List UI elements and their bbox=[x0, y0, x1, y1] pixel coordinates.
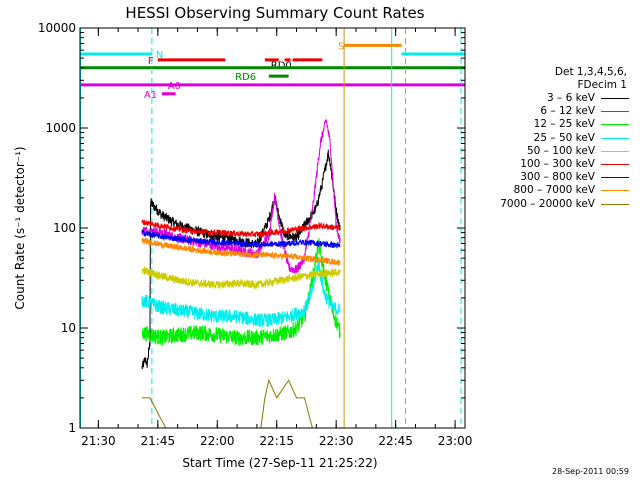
legend-label-7: 800 – 7000 keV bbox=[513, 184, 595, 197]
legend-label-0: 3 – 6 keV bbox=[547, 92, 595, 104]
legend-swatch-5 bbox=[601, 163, 629, 165]
legend-swatch-1 bbox=[601, 111, 629, 113]
legend-entry-5: 100 – 300 keV bbox=[485, 158, 633, 171]
y-tick-label-0: 1 bbox=[68, 421, 76, 435]
legend-entry-0: 3 – 6 keV bbox=[485, 92, 633, 105]
legend-swatch-6 bbox=[601, 177, 629, 179]
flag-label-2: F bbox=[148, 56, 154, 67]
legend: Det 1,3,4,5,6, FDecim 1 3 – 6 keV 6 – 12 … bbox=[485, 66, 633, 211]
axes: 21:30 21:45 22:00 22:15 22:30 22:45 23:00 1 10 10… bbox=[38, 21, 473, 448]
flag-label-3: RD0 bbox=[271, 61, 292, 72]
series-line-7 bbox=[141, 236, 341, 266]
legend-header-line-2: FDecim 1 bbox=[577, 79, 627, 91]
y-tick-label-2: 100 bbox=[53, 221, 76, 235]
series-line-8 bbox=[142, 378, 313, 429]
x-tick-label-2: 22:00 bbox=[200, 434, 235, 448]
plot-frame bbox=[79, 27, 466, 429]
x-tick-label-5: 22:45 bbox=[378, 434, 413, 448]
legend-label-6: 300 – 800 keV bbox=[520, 171, 595, 184]
y-tick-label-1: 10 bbox=[61, 321, 76, 335]
chart-title: HESSI Observing Summary Count Rates bbox=[125, 4, 424, 22]
legend-label-2: 12 – 25 keV bbox=[533, 118, 595, 131]
legend-entry-7: 800 – 7000 keV bbox=[485, 184, 633, 197]
flag-label-0: N bbox=[156, 50, 163, 61]
legend-entry-4: 50 – 100 keV bbox=[485, 145, 633, 158]
legend-label-8: 7000 – 20000 keV bbox=[500, 197, 595, 210]
legend-swatch-0 bbox=[601, 98, 629, 99]
legend-entry-1: 6 – 12 keV bbox=[485, 105, 633, 118]
series-line-1 bbox=[141, 119, 341, 274]
flag-label-6: A0 bbox=[168, 81, 181, 92]
legend-swatch-8 bbox=[601, 203, 629, 205]
series-line-5 bbox=[141, 219, 341, 238]
x-axis-label: Start Time (27-Sep-11 21:25:22) bbox=[182, 456, 377, 470]
series-line-6 bbox=[141, 229, 341, 249]
datestamp: 28-Sep-2011 00:59 bbox=[552, 467, 629, 476]
legend-label-3: 25 – 50 keV bbox=[533, 131, 595, 144]
y-axis-label: Count Rate (s⁻¹ detector⁻¹) bbox=[13, 146, 27, 309]
flag-label-7: A1 bbox=[144, 90, 157, 101]
series-lines bbox=[141, 119, 341, 429]
series-line-3 bbox=[141, 259, 341, 328]
legend-entry-3: 25 – 50 keV bbox=[485, 132, 633, 145]
legend-swatch-7 bbox=[601, 190, 629, 192]
legend-entry-6: 300 – 800 keV bbox=[485, 171, 633, 184]
legend-header-line-1: Det 1,3,4,5,6, bbox=[554, 66, 627, 78]
legend-label-4: 50 – 100 keV bbox=[526, 144, 595, 157]
legend-label-1: 6 – 12 keV bbox=[540, 105, 595, 118]
flag-label-5: RD6 bbox=[235, 72, 256, 83]
x-tick-label-3: 22:15 bbox=[259, 434, 294, 448]
x-tick-label-6: 23:00 bbox=[438, 434, 473, 448]
legend-swatch-4 bbox=[601, 150, 629, 152]
flag-bars: N S F RD0 RD6 A0 A1 bbox=[80, 41, 465, 101]
y-tick-label-3: 1000 bbox=[45, 121, 76, 135]
y-tick-label-4: 10000 bbox=[38, 21, 76, 35]
series-line-4 bbox=[141, 265, 341, 290]
x-tick-label-4: 22:30 bbox=[319, 434, 354, 448]
flag-label-1: S bbox=[338, 41, 344, 52]
x-tick-label-1: 21:45 bbox=[141, 434, 176, 448]
legend-entry-8: 7000 – 20000 keV bbox=[485, 198, 633, 211]
legend-swatch-2 bbox=[601, 124, 629, 126]
legend-label-5: 100 – 300 keV bbox=[520, 157, 595, 170]
legend-entry-2: 12 – 25 keV bbox=[485, 118, 633, 131]
x-tick-label-0: 21:30 bbox=[81, 434, 116, 448]
legend-swatch-3 bbox=[601, 137, 629, 139]
